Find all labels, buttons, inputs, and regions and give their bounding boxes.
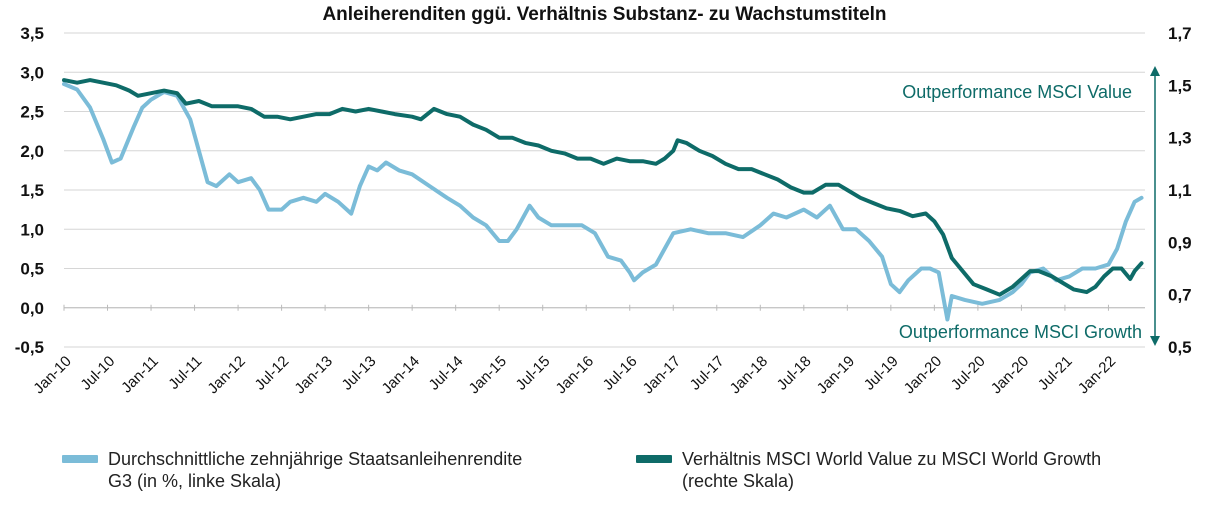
legend-item-bond-yield: Durchschnittliche zehnjährige Staatsanle… bbox=[62, 448, 522, 492]
x-tick-label: Jan-16 bbox=[553, 353, 597, 397]
y-left-tick-label: 0,5 bbox=[20, 260, 44, 279]
y-right-tick-label: 1,1 bbox=[1168, 181, 1192, 200]
x-tick-label: Jan-20 bbox=[988, 353, 1032, 397]
series-line-bond-yield bbox=[62, 82, 1144, 322]
annotation-top: Outperformance MSCI Value bbox=[902, 82, 1132, 102]
y-left-tick-label: 3,5 bbox=[20, 24, 44, 43]
y-left-tick-label: 2,5 bbox=[20, 103, 44, 122]
series-lines bbox=[62, 78, 1144, 322]
legend-label-bond-yield: Durchschnittliche zehnjährige Staatsanle… bbox=[108, 449, 523, 491]
x-tick-label: Jan-13 bbox=[291, 353, 335, 397]
x-tick-label: Jul-19 bbox=[861, 353, 902, 394]
y-right-tick-label: 1,3 bbox=[1168, 129, 1192, 148]
x-tick-label: Jan-15 bbox=[466, 353, 510, 397]
y-left-tick-label: 1,0 bbox=[20, 220, 44, 239]
y-right-tick-label: 1,5 bbox=[1168, 76, 1192, 95]
x-tick-label: Jul-20 bbox=[948, 353, 989, 394]
series-line-value-growth bbox=[62, 78, 1144, 297]
x-tick-label: Jul-18 bbox=[774, 353, 815, 394]
x-tick-label: Jul-16 bbox=[600, 353, 641, 394]
x-tick-label: Jan-14 bbox=[379, 353, 423, 397]
gridlines bbox=[64, 32, 1145, 348]
y-left-tick-label: 0,0 bbox=[20, 299, 44, 318]
legend-swatch-value-growth bbox=[636, 455, 672, 463]
annotation-bottom: Outperformance MSCI Growth bbox=[899, 322, 1142, 342]
x-tick-label: Jan-20 bbox=[901, 353, 945, 397]
x-axis: Jan-10 Jul-10 Jan-11 Jul-11 Jan-12 Jul-12 Jan-… bbox=[30, 304, 1145, 397]
y-axis-right: 1,7 1,5 1,3 1,1 0,9 0,7 0,5 bbox=[1168, 24, 1192, 357]
x-tick-label: Jul-21 bbox=[1035, 353, 1076, 394]
y-right-tick-label: 0,7 bbox=[1168, 286, 1192, 305]
y-left-tick-label: 3,0 bbox=[20, 63, 44, 82]
annotation-arrow-up bbox=[1150, 66, 1160, 76]
x-tick-label: Jul-12 bbox=[252, 353, 293, 394]
y-right-tick-label: 1,7 bbox=[1168, 24, 1192, 43]
x-tick-label: Jan-11 bbox=[118, 353, 162, 397]
legend-item-value-growth: Verhältnis MSCI World Value zu MSCI Worl… bbox=[636, 448, 1101, 492]
y-left-tick-label: 2,0 bbox=[20, 142, 44, 161]
y-left-tick-label: 1,5 bbox=[20, 181, 44, 200]
legend-swatch-bond-yield bbox=[62, 455, 98, 463]
y-right-tick-label: 0,9 bbox=[1168, 233, 1192, 252]
x-tick-label: Jan-17 bbox=[640, 353, 684, 397]
chart-plot: 3,53,02,52,01,51,00,50,0-0,5 1,71,51,31,… bbox=[15, 24, 1192, 397]
x-tick-label: Jan-19 bbox=[814, 353, 858, 397]
x-tick-label: Jul-10 bbox=[77, 353, 118, 394]
x-tick-label: Jan-18 bbox=[727, 353, 771, 397]
y-left-tick-label: -0,5 bbox=[15, 338, 44, 357]
x-tick-label: Jul-15 bbox=[513, 353, 554, 394]
x-tick-label: Jan-10 bbox=[30, 353, 74, 397]
y-axis-left: 3,5 3,0 2,5 2,0 1,5 1,0 0,5 0,0 -0,5 bbox=[15, 24, 44, 357]
x-tick-label: Jan-22 bbox=[1075, 353, 1119, 397]
x-tick-label: Jan-12 bbox=[204, 353, 248, 397]
x-tick-label: Jul-14 bbox=[426, 353, 467, 394]
x-tick-label: Jul-11 bbox=[165, 353, 205, 393]
legend-label-value-growth: Verhältnis MSCI World Value zu MSCI Worl… bbox=[682, 449, 1102, 491]
annotation-arrow-down bbox=[1150, 336, 1160, 346]
x-tick-label: Jul-17 bbox=[687, 353, 728, 394]
annotations: Outperformance MSCI Value Outperformance… bbox=[899, 66, 1160, 346]
chart-title: Anleiherenditen ggü. Verhältnis Substanz… bbox=[322, 4, 887, 25]
x-tick-label: Jul-13 bbox=[339, 353, 380, 394]
y-right-tick-label: 0,5 bbox=[1168, 338, 1192, 357]
